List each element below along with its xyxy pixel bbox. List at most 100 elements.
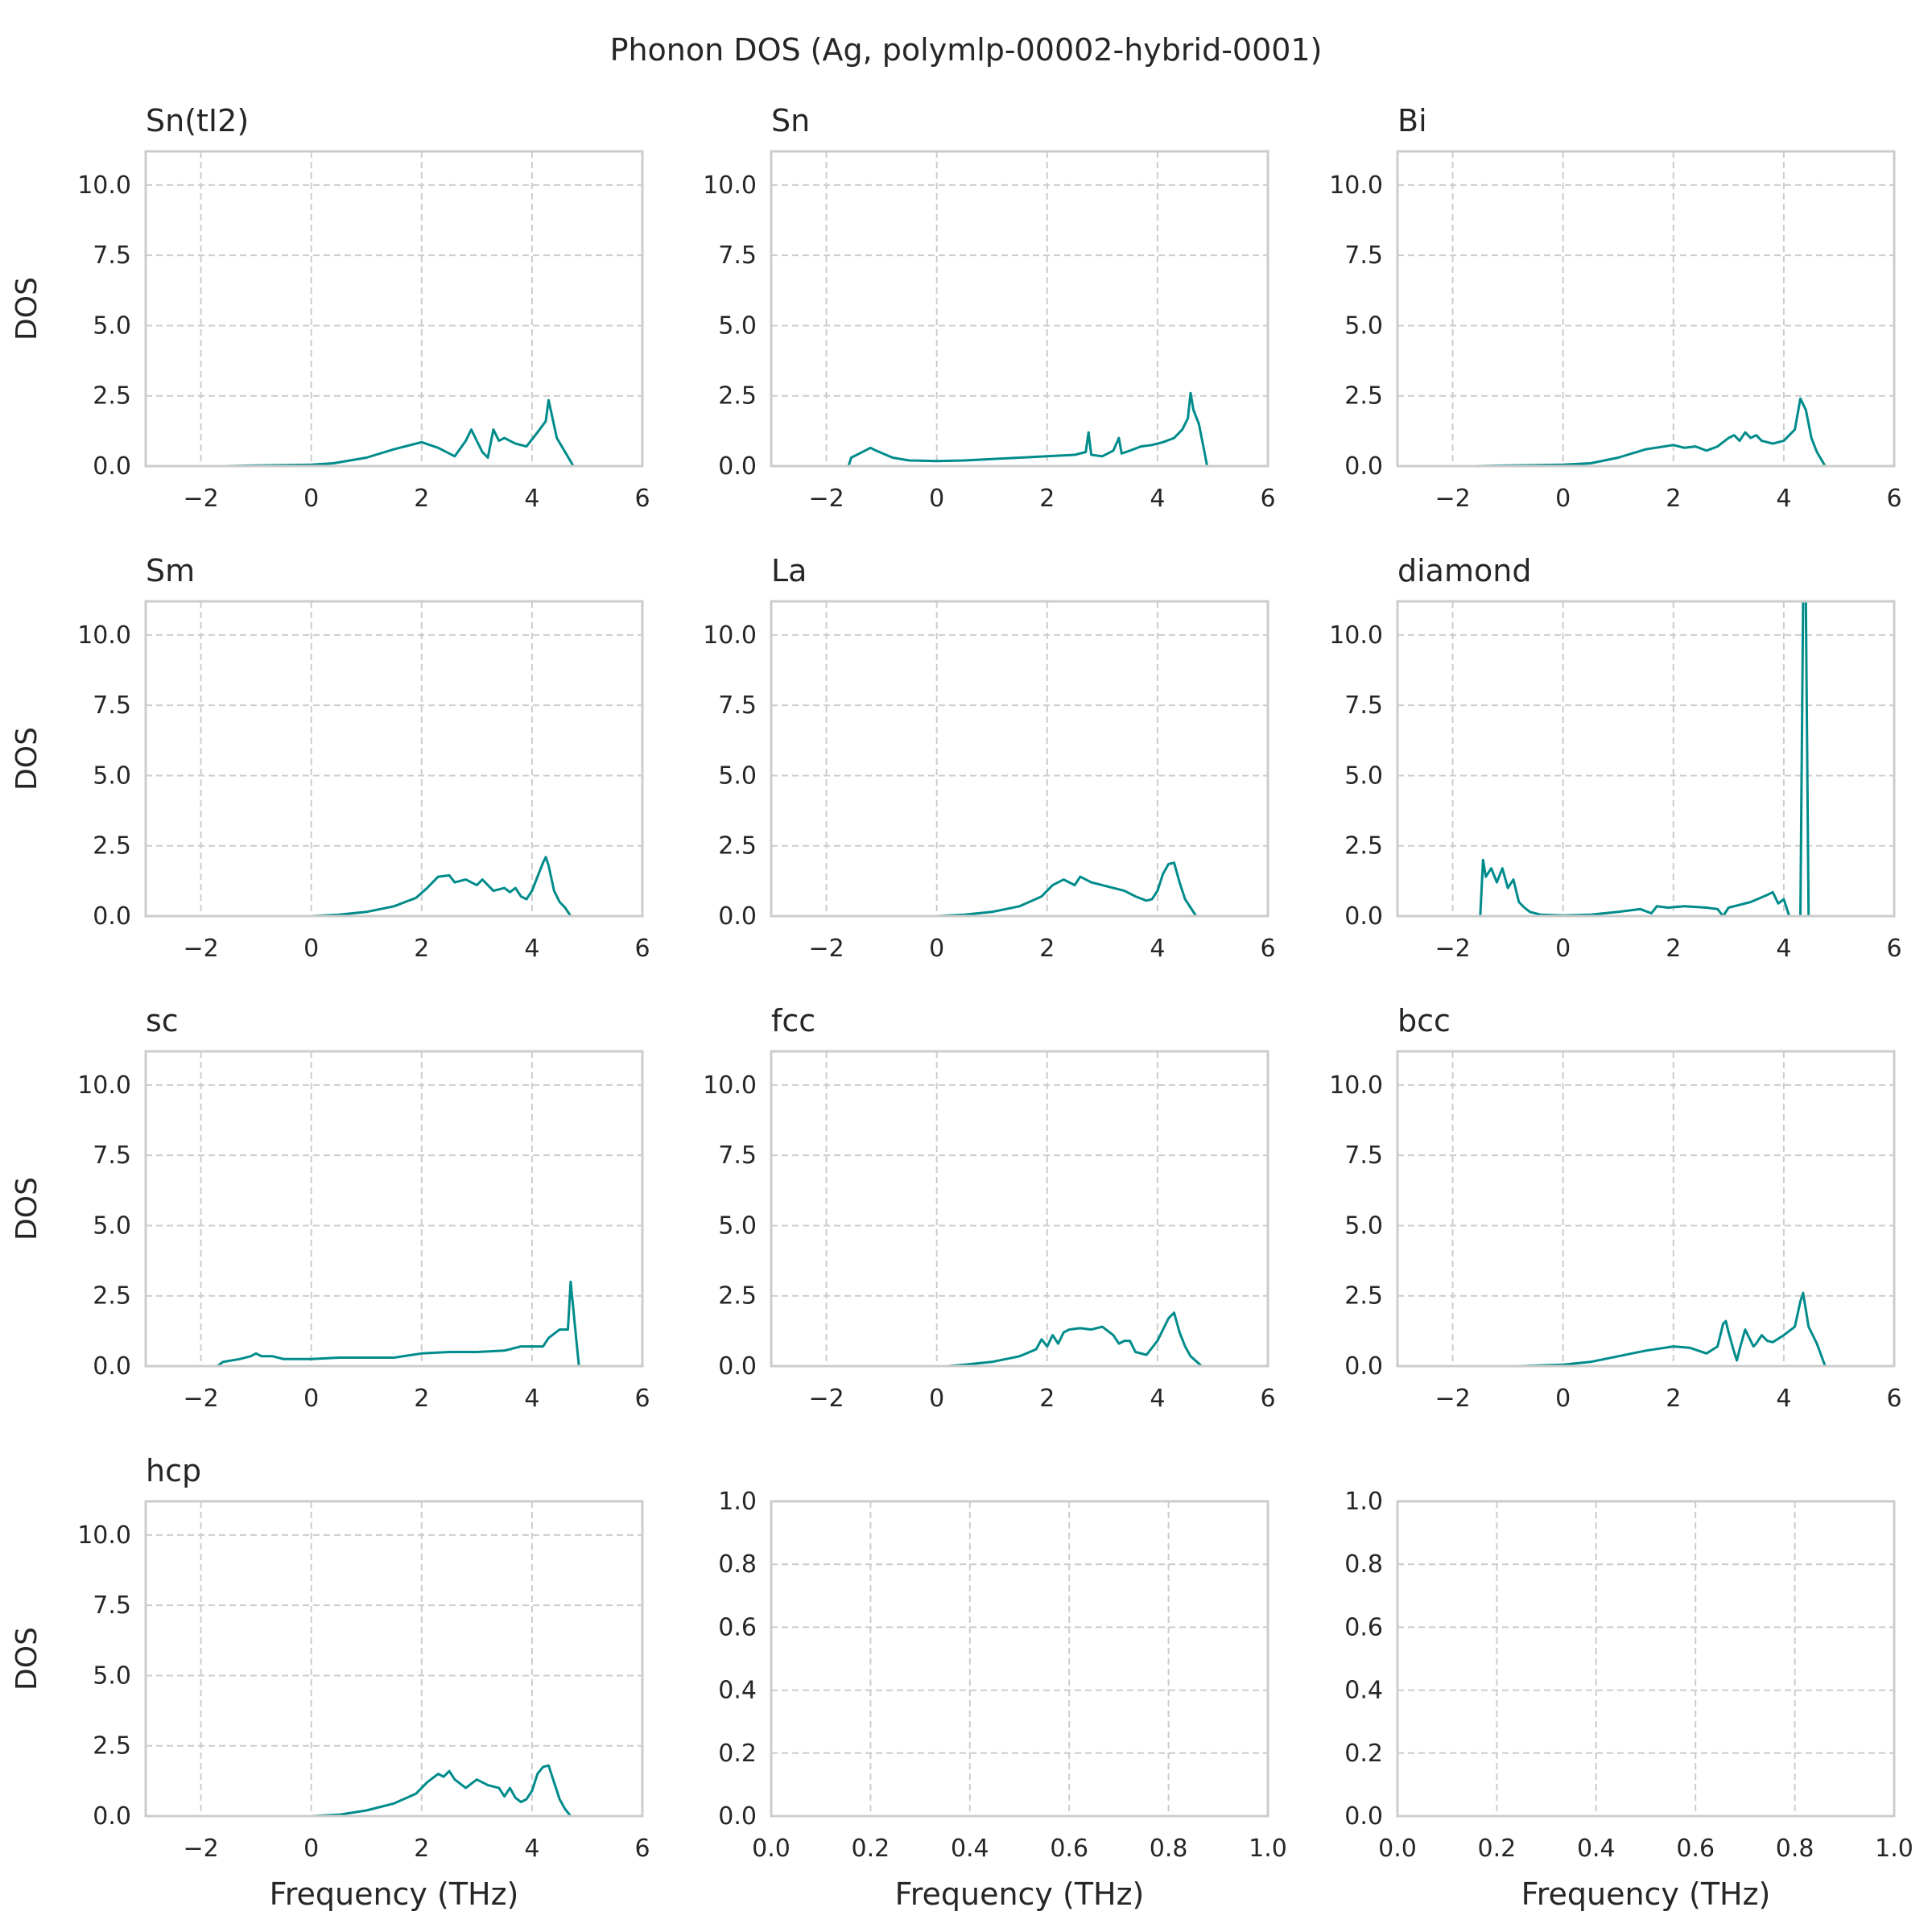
- y-tick-label: 2.5: [1344, 1282, 1383, 1311]
- x-tick-label: 0: [929, 485, 944, 513]
- subplot-title: Sm: [146, 553, 195, 588]
- subplot-panel: −2 0 2 4 6 0.0 2.5 5.0 7.5 10.0 hcp DOS Frequency (T…: [10, 1453, 650, 1912]
- y-tick-label: 0.6: [718, 1613, 757, 1641]
- subplot-panel: 0.0 0.2 0.4 0.6 0.8 1.0 0.0 0.2 0.4 0.6 0.8 1.0 Freq…: [718, 1488, 1287, 1912]
- x-tick-label: 0: [303, 485, 319, 513]
- y-tick-label: 2.5: [1344, 382, 1383, 411]
- x-tick-label: 6: [634, 935, 650, 963]
- y-tick-label: 5.0: [1344, 1212, 1383, 1240]
- y-tick-label: 2.5: [718, 382, 757, 411]
- x-axis-label: Frequency (THz): [270, 1876, 519, 1912]
- subplot-title: hcp: [146, 1453, 201, 1488]
- y-tick-label: 10.0: [77, 171, 131, 200]
- y-tick-label: 2.5: [718, 832, 757, 861]
- y-tick-label: 2.5: [718, 1282, 757, 1311]
- x-tick-label: 6: [1886, 485, 1901, 513]
- x-tick-label: 4: [1150, 485, 1165, 513]
- y-tick-label: 10.0: [1329, 171, 1383, 200]
- x-tick-label: 0.2: [852, 1835, 890, 1863]
- y-axis-label: DOS: [10, 1177, 43, 1241]
- subplot-title: bcc: [1397, 1003, 1451, 1038]
- subplot-panel: −2 0 2 4 6 0.0 2.5 5.0 7.5 10.0 bcc: [1329, 1003, 1901, 1413]
- dos-line: [1518, 1291, 1856, 1368]
- x-tick-label: 0: [929, 935, 944, 963]
- x-tick-label: 0: [929, 1385, 944, 1413]
- dos-line: [1479, 600, 1839, 918]
- x-tick-label: 0: [1555, 485, 1571, 513]
- axes-frame: [1396, 600, 1896, 918]
- x-tick-label: 6: [634, 1835, 650, 1863]
- y-tick-label: 10.0: [703, 621, 757, 650]
- y-tick-label: 0.0: [93, 902, 131, 931]
- x-tick-label: −2: [183, 1385, 218, 1413]
- x-tick-label: 2: [414, 485, 429, 513]
- y-tick-label: 10.0: [703, 1071, 757, 1100]
- dos-line: [311, 1764, 588, 1818]
- axes-frame: [770, 1500, 1269, 1818]
- y-tick-label: 7.5: [718, 691, 757, 720]
- y-tick-label: 0.0: [93, 452, 131, 481]
- y-tick-label: 2.5: [1344, 832, 1383, 861]
- y-tick-label: 5.0: [718, 1212, 757, 1240]
- axes-frame: [770, 150, 1269, 468]
- axes-frame: [770, 600, 1269, 918]
- x-tick-label: 2: [1039, 485, 1055, 513]
- subplot-panel: −2 0 2 4 6 0.0 2.5 5.0 7.5 10.0 Sn(tI2) DOS: [10, 103, 650, 513]
- x-tick-label: 1.0: [1249, 1835, 1287, 1863]
- y-tick-label: 0.0: [718, 452, 757, 481]
- y-tick-label: 7.5: [93, 242, 131, 270]
- y-tick-label: 2.5: [93, 1282, 131, 1311]
- axes-frame: [144, 150, 644, 468]
- x-tick-label: 0: [303, 1385, 319, 1413]
- x-tick-label: 2: [1039, 1385, 1055, 1413]
- x-tick-label: 2: [1666, 485, 1681, 513]
- y-tick-label: 2.5: [93, 382, 131, 411]
- x-tick-label: 6: [634, 485, 650, 513]
- subplot-panel: −2 0 2 4 6 0.0 2.5 5.0 7.5 10.0 sc DOS: [10, 1003, 650, 1413]
- x-tick-label: 0.8: [1776, 1835, 1814, 1863]
- y-tick-label: 0.4: [718, 1677, 757, 1705]
- axes-frame: [144, 600, 644, 918]
- x-tick-label: 0.0: [1378, 1835, 1417, 1863]
- x-tick-label: 2: [1666, 1385, 1681, 1413]
- x-tick-label: 4: [1776, 935, 1791, 963]
- subplot-panel: 0.0 0.2 0.4 0.6 0.8 1.0 0.0 0.2 0.4 0.6 0.8 1.0 Freq…: [1344, 1488, 1913, 1912]
- x-tick-label: 6: [634, 1385, 650, 1413]
- x-tick-label: 0.6: [1676, 1835, 1715, 1863]
- y-tick-label: 0.8: [1344, 1550, 1383, 1579]
- y-tick-label: 5.0: [93, 1662, 131, 1690]
- y-tick-label: 10.0: [77, 1521, 131, 1550]
- dos-line: [222, 398, 604, 468]
- subplot-panel: −2 0 2 4 6 0.0 2.5 5.0 7.5 10.0 diamond: [1329, 553, 1901, 963]
- y-tick-label: 0.4: [1344, 1677, 1383, 1705]
- x-tick-label: −2: [1435, 1385, 1470, 1413]
- subplot-panel: −2 0 2 4 6 0.0 2.5 5.0 7.5 10.0 Sn: [703, 103, 1275, 513]
- x-tick-label: 6: [1260, 1385, 1275, 1413]
- y-axis-label: DOS: [10, 1627, 43, 1690]
- y-axis-label: DOS: [10, 277, 43, 341]
- subplot-panel: −2 0 2 4 6 0.0 2.5 5.0 7.5 10.0 La: [703, 553, 1275, 963]
- x-tick-label: −2: [808, 935, 844, 963]
- y-tick-label: 10.0: [1329, 1071, 1383, 1100]
- x-tick-label: 6: [1886, 935, 1901, 963]
- y-tick-label: 7.5: [1344, 242, 1383, 270]
- x-tick-label: 0.2: [1478, 1835, 1517, 1863]
- y-tick-label: 0.2: [1344, 1740, 1383, 1768]
- y-tick-label: 0.0: [718, 1802, 757, 1831]
- figure-title: Phonon DOS (Ag, polymlp-00002-hybrid-000…: [610, 32, 1323, 68]
- axes-frame: [1396, 150, 1896, 468]
- subplot-grid: −2 0 2 4 6 0.0 2.5 5.0 7.5 10.0 Sn(tI2) DOS −2 0 2 4 6 0.…: [10, 103, 1913, 1912]
- y-tick-label: 1.0: [1344, 1488, 1383, 1516]
- x-tick-label: −2: [183, 935, 218, 963]
- x-tick-label: 0: [1555, 935, 1571, 963]
- y-tick-label: 5.0: [93, 1212, 131, 1240]
- subplot-title: Sn(tI2): [146, 103, 249, 138]
- x-tick-label: −2: [183, 1835, 218, 1863]
- subplot-title: sc: [146, 1003, 179, 1038]
- y-tick-label: 7.5: [93, 1591, 131, 1620]
- x-tick-label: 0.0: [752, 1835, 791, 1863]
- y-tick-label: 0.0: [1344, 1352, 1383, 1381]
- x-tick-label: 0: [1555, 1385, 1571, 1413]
- x-tick-label: −2: [808, 1385, 844, 1413]
- x-axis-label: Frequency (THz): [895, 1876, 1145, 1912]
